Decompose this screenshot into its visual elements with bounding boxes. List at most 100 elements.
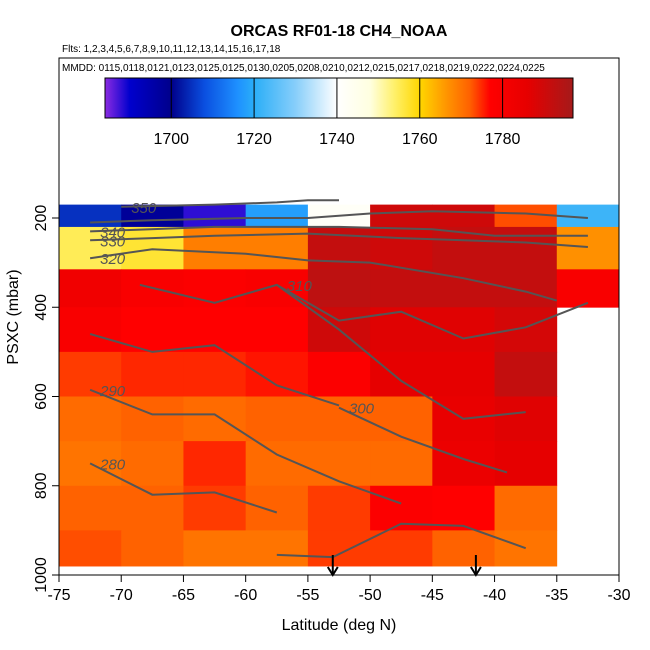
colorbar-tick-label: 1740 — [319, 131, 355, 148]
heatmap-cell — [245, 530, 309, 567]
x-tick-label: -40 — [483, 587, 506, 604]
x-tick-label: -70 — [110, 587, 133, 604]
heatmap-cell — [370, 351, 433, 397]
colorbar-tick-label: 1780 — [485, 131, 521, 148]
heatmap-cell — [307, 269, 371, 308]
colorbar: 1700 1720 1740 1760 1780 — [104, 77, 574, 148]
contour-line — [90, 232, 588, 248]
heatmap-cell — [494, 441, 558, 487]
contour-label: 280 — [99, 456, 126, 473]
heatmap-cell — [432, 351, 495, 397]
contour-line — [90, 225, 588, 237]
heatmap-cell — [307, 530, 371, 567]
heatmap-cell — [59, 530, 122, 567]
y-axis: 200 400 600 800 1000 — [33, 205, 59, 593]
y-tick-label: 200 — [33, 205, 50, 232]
x-axis-label: Latitude (deg N) — [282, 617, 397, 634]
heatmap-cell — [432, 485, 495, 531]
heatmap-cell — [556, 204, 620, 228]
heatmap-cell — [494, 351, 558, 397]
heatmap-cell — [59, 485, 122, 531]
colorbar-tick-label: 1700 — [153, 131, 189, 148]
heatmap-cell — [121, 441, 184, 487]
x-tick-label: -65 — [172, 587, 195, 604]
contour-label: 350 — [131, 200, 157, 217]
heatmap-cell — [494, 307, 558, 353]
heatmap-cell — [245, 485, 309, 531]
heatmap-cell — [183, 441, 247, 487]
contour-label: 290 — [99, 383, 126, 400]
heatmap-cell — [494, 226, 558, 270]
heatmap-cell — [183, 204, 247, 228]
x-tick-label: -45 — [421, 587, 444, 604]
contour-label: 320 — [100, 251, 126, 268]
contour-line — [139, 283, 526, 420]
contour-label: 300 — [349, 401, 375, 418]
contour-label: 330 — [100, 233, 126, 250]
y-tick-label: 400 — [33, 294, 50, 321]
heatmap-cell — [432, 530, 495, 567]
dates-line: MMDD: 0115,0118,0121,0123,0125,0125,0130… — [62, 63, 545, 74]
heatmap-cell — [370, 226, 433, 270]
colorbar-ramp — [104, 77, 574, 119]
heatmap-cell — [183, 269, 247, 308]
heatmap-cell — [245, 269, 309, 308]
heatmap-cell — [494, 204, 558, 228]
heatmap-cell — [307, 441, 371, 487]
heatmap-cell — [59, 396, 122, 442]
heatmap-cell — [183, 226, 247, 270]
heatmap-cell — [307, 351, 371, 397]
contour-label: 310 — [287, 278, 313, 295]
heatmap-cell — [370, 269, 433, 308]
heatmap-cell — [307, 485, 371, 531]
colorbar-ticks: 1700 1720 1740 1760 1780 — [153, 78, 520, 148]
chart-title: ORCAS RF01-18 CH4_NOAA — [231, 23, 448, 40]
heatmap-cell — [370, 204, 433, 228]
heatmap-cell — [494, 269, 558, 308]
heatmap-cell — [121, 530, 184, 567]
colorbar-tick-label: 1720 — [236, 131, 272, 148]
y-axis-label: PSXC (mbar) — [5, 269, 22, 364]
x-tick-label: -35 — [545, 587, 568, 604]
heatmap-cell — [494, 396, 558, 442]
heatmap-cell — [245, 396, 309, 442]
contour-line — [338, 406, 508, 474]
heatmap-cell — [121, 485, 184, 531]
heatmap-cell — [370, 530, 433, 567]
contour-line — [90, 210, 588, 224]
x-tick-label: -30 — [607, 587, 630, 604]
heatmap-cell — [556, 226, 620, 270]
heatmap-cell — [121, 396, 184, 442]
contour-line — [89, 388, 402, 505]
heatmap-cell — [245, 204, 309, 228]
heatmap-cell — [183, 530, 247, 567]
plot-frame — [58, 57, 620, 576]
colorbar-tick-label: 1760 — [402, 131, 438, 148]
heatmap-cell — [494, 530, 558, 567]
heatmap-cell — [59, 226, 122, 270]
contour-line — [276, 522, 527, 559]
y-tick-label: 800 — [33, 472, 50, 499]
heatmap-cell — [370, 396, 433, 442]
heatmap-cell — [245, 307, 309, 353]
heatmap-cell — [245, 351, 309, 397]
x-tick-label: -55 — [296, 587, 319, 604]
contour-line — [276, 284, 589, 340]
heatmap-cell — [59, 269, 122, 308]
flights-line: Flts: 1,2,3,4,5,6,7,8,9,10,11,12,13,14,1… — [62, 44, 281, 55]
contour-line — [89, 333, 340, 407]
heatmap-cell — [556, 269, 620, 308]
heatmap-cell — [59, 307, 122, 353]
heatmap-cell — [432, 441, 495, 487]
heatmap-cell — [494, 485, 558, 531]
heatmap-cell — [183, 396, 247, 442]
contour-line — [121, 199, 339, 208]
x-tick-label: -60 — [234, 587, 257, 604]
y-tick-label: 600 — [33, 383, 50, 410]
heatmap-cell — [370, 441, 433, 487]
contour-line — [89, 462, 278, 514]
heatmap-cell — [121, 351, 184, 397]
x-tick-label: -75 — [47, 587, 70, 604]
